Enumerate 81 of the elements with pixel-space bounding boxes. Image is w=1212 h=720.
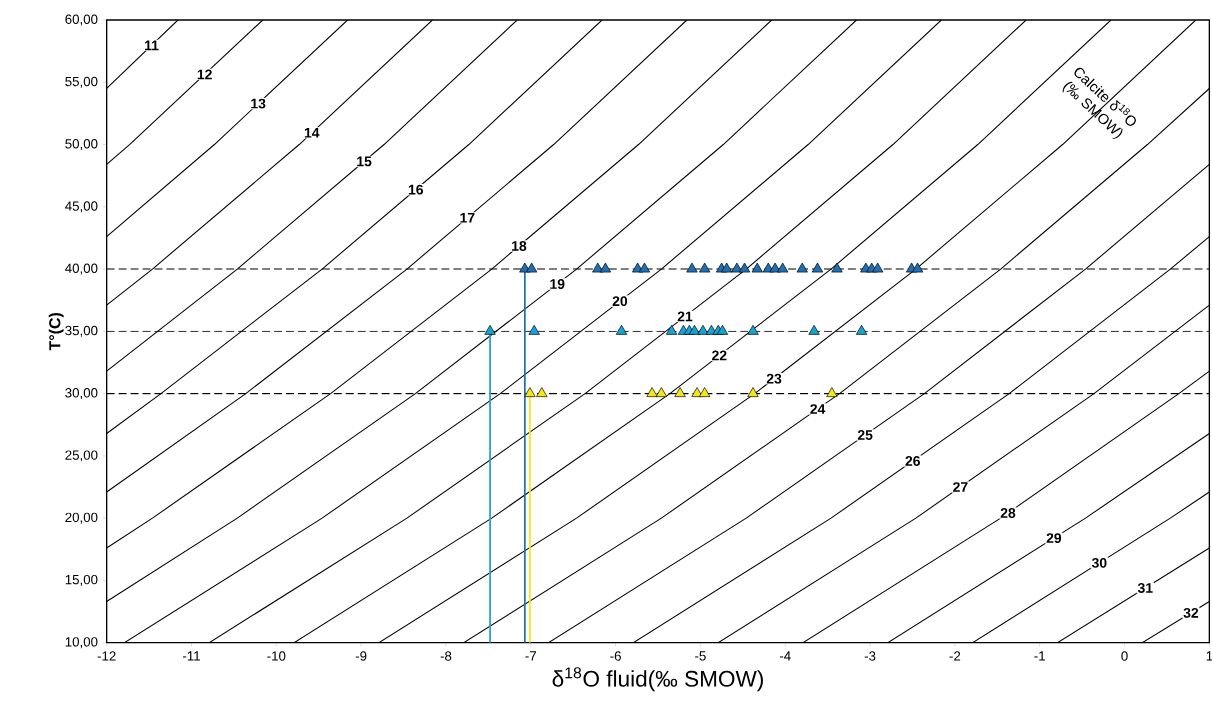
y-tick-label: 35,00 [65, 325, 98, 337]
series-label: 30 [1091, 557, 1107, 568]
x-tick-label: -5 [695, 651, 706, 661]
y-tick-label: 30,00 [65, 388, 98, 400]
series-label: 17 [460, 213, 475, 223]
series-label: 25 [857, 430, 873, 440]
series-label: 31 [1137, 583, 1153, 593]
point [526, 262, 538, 273]
y-axis-title: T°(C) [48, 313, 64, 351]
x-tick-label: -10 [267, 651, 286, 661]
x-tick-label: -2 [949, 651, 961, 661]
point [615, 324, 628, 335]
point [751, 262, 763, 273]
y-tick-label: 25,00 [65, 450, 98, 462]
y-tick-label: 55,00 [65, 76, 98, 88]
x-tick-label: -9 [355, 651, 367, 661]
point [721, 262, 733, 273]
series-label: 23 [766, 373, 782, 384]
y-tick-label: 50,00 [65, 139, 98, 151]
point [599, 262, 612, 273]
x-tick-label: -8 [440, 651, 452, 661]
series-label: 15 [357, 156, 372, 167]
point [826, 387, 838, 397]
point [697, 324, 709, 335]
y-tick-label: 15,00 [65, 574, 98, 586]
y-tick-label: 45,00 [65, 201, 98, 213]
x-tick-label: 1 [1206, 651, 1212, 661]
series-label: 13 [251, 98, 266, 109]
series-label: 21 [677, 311, 693, 322]
series-label: 26 [905, 456, 920, 466]
point [831, 262, 843, 273]
x-axis-title: δ$^{18}$O fluid(‰ SMOW) [552, 667, 763, 692]
y-tick-label: 20,00 [65, 512, 98, 524]
point [638, 262, 651, 273]
series-label: 14 [304, 128, 320, 138]
y-tick-label: 10,00 [65, 637, 98, 649]
series-label: 32 [1183, 607, 1199, 618]
x-tick-label: -7 [525, 651, 537, 661]
x-tick-label: -11 [182, 651, 200, 661]
point [686, 262, 698, 273]
point [524, 387, 536, 397]
x-tick-label: -12 [97, 651, 116, 661]
point [811, 262, 824, 273]
series-label: 24 [810, 404, 826, 414]
series-label: 29 [1046, 533, 1062, 543]
point [796, 262, 808, 273]
series-label: 19 [550, 279, 565, 289]
x-tick-label: -6 [610, 651, 621, 661]
point [808, 324, 820, 335]
point [528, 324, 540, 335]
point [484, 324, 496, 335]
x-tick-label: -3 [864, 651, 876, 661]
point [911, 262, 924, 273]
point [855, 324, 868, 335]
point [655, 387, 668, 397]
point [777, 262, 789, 273]
point [738, 262, 751, 273]
point [716, 324, 729, 335]
series-label: 22 [712, 350, 727, 361]
x-tick-label: 0 [1121, 651, 1128, 661]
point [665, 324, 678, 335]
point [699, 262, 711, 273]
point [699, 387, 711, 397]
point [674, 387, 686, 397]
series-label: 20 [612, 296, 628, 307]
series-label: 28 [1000, 508, 1016, 518]
point [747, 324, 759, 335]
x-tick-label: -4 [779, 651, 791, 661]
series-label: 18 [512, 241, 527, 251]
y-tick-label: 40,00 [65, 263, 98, 275]
point [769, 262, 781, 273]
point [536, 387, 548, 397]
x-tick-label: -1 [1034, 651, 1045, 661]
point [872, 262, 884, 273]
y-tick-label: 60,00 [65, 14, 98, 26]
point [646, 387, 658, 397]
point [747, 387, 759, 397]
series-label: 11 [145, 40, 159, 51]
series-label: 16 [408, 184, 423, 195]
series-label: 12 [197, 69, 212, 80]
series-label: 27 [953, 482, 968, 492]
